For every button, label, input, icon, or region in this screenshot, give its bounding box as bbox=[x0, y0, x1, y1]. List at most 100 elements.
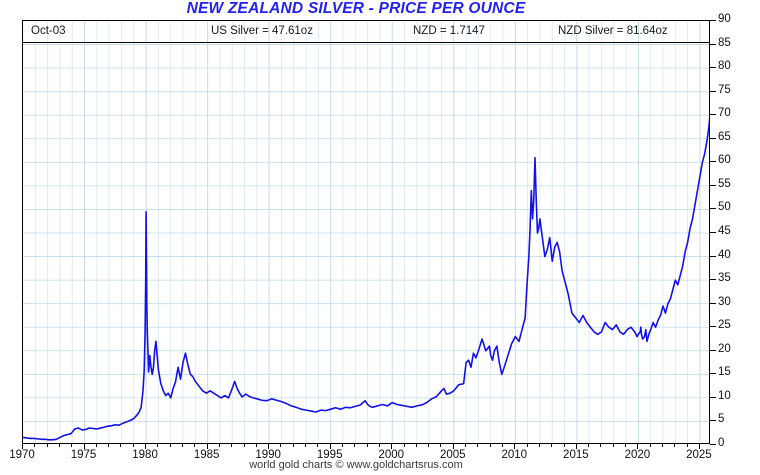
x-tick-mark-minor bbox=[108, 444, 110, 447]
y-tick-mark bbox=[710, 137, 716, 139]
x-tick-mark-minor bbox=[46, 444, 48, 447]
y-tick-mark bbox=[710, 67, 716, 69]
x-tick-mark-minor bbox=[71, 444, 73, 447]
x-tick-mark-minor bbox=[662, 444, 663, 447]
x-tick-mark-minor bbox=[440, 444, 442, 447]
y-tick-mark bbox=[710, 20, 716, 21]
x-tick-mark-minor bbox=[157, 444, 159, 447]
x-tick-mark-major bbox=[268, 444, 270, 449]
y-axis-label: 85 bbox=[718, 36, 731, 49]
x-axis-label: 1980 bbox=[132, 449, 158, 461]
x-tick-mark-minor bbox=[625, 444, 627, 447]
x-tick-mark-minor bbox=[34, 444, 36, 447]
x-tick-mark-minor bbox=[563, 444, 565, 447]
plot-area bbox=[22, 20, 710, 444]
grid-lines bbox=[23, 21, 709, 443]
y-tick-mark bbox=[710, 255, 716, 257]
x-tick-mark-minor bbox=[132, 444, 134, 447]
y-axis-label: 10 bbox=[718, 389, 731, 402]
x-tick-mark-major bbox=[206, 444, 208, 449]
y-axis-label: 0 bbox=[718, 437, 725, 449]
y-axis-label: 20 bbox=[718, 342, 731, 355]
y-tick-mark bbox=[710, 326, 716, 328]
x-tick-mark-major bbox=[575, 444, 577, 449]
x-tick-mark-minor bbox=[95, 444, 97, 447]
y-axis-label: 65 bbox=[718, 130, 731, 143]
header-info-strip: Oct-03 US Silver = 47.61oz NZD = 1.7147 … bbox=[22, 20, 710, 43]
x-axis-label: 1990 bbox=[255, 449, 281, 461]
x-tick-mark-major bbox=[22, 444, 23, 449]
x-axis-label: 2025 bbox=[686, 449, 712, 461]
y-axis-label: 50 bbox=[718, 201, 731, 214]
x-tick-mark-minor bbox=[243, 444, 245, 447]
x-tick-mark-major bbox=[514, 444, 516, 449]
x-tick-mark-minor bbox=[58, 444, 60, 447]
footer-credit: world gold charts © www.goldchartsrus.co… bbox=[249, 459, 463, 471]
x-tick-mark-minor bbox=[342, 444, 343, 447]
y-axis-label: 80 bbox=[718, 60, 731, 73]
y-axis-label: 60 bbox=[718, 154, 731, 167]
x-tick-mark-minor bbox=[428, 444, 430, 447]
price-series bbox=[23, 117, 709, 441]
series-line-nzd-silver bbox=[23, 117, 709, 441]
x-tick-mark-major bbox=[637, 444, 639, 449]
x-axis-label: 2005 bbox=[439, 449, 466, 461]
y-tick-mark bbox=[710, 114, 716, 116]
x-tick-mark-minor bbox=[612, 444, 614, 447]
y-axis-label: 70 bbox=[718, 107, 731, 120]
y-axis-label: 15 bbox=[718, 366, 731, 379]
y-tick-mark bbox=[710, 302, 716, 304]
x-tick-mark-minor bbox=[292, 444, 294, 447]
y-axis-label: 90 bbox=[718, 13, 731, 25]
x-axis-label: 2000 bbox=[378, 449, 405, 461]
y-tick-mark bbox=[710, 420, 716, 422]
x-tick-mark-minor bbox=[305, 444, 307, 447]
x-tick-mark-major bbox=[329, 444, 331, 449]
x-tick-mark-minor bbox=[649, 444, 651, 447]
x-tick-mark-minor bbox=[551, 444, 553, 447]
x-tick-mark-minor bbox=[169, 444, 171, 447]
x-tick-mark-minor bbox=[502, 444, 503, 447]
y-tick-mark bbox=[710, 349, 716, 351]
x-tick-mark-minor bbox=[600, 444, 602, 447]
x-tick-mark-minor bbox=[588, 444, 590, 447]
y-tick-mark bbox=[710, 90, 716, 92]
x-axis-label: 2020 bbox=[624, 449, 651, 461]
y-tick-mark bbox=[710, 396, 716, 398]
x-tick-mark-minor bbox=[415, 444, 417, 447]
x-tick-mark-minor bbox=[317, 444, 319, 447]
y-tick-mark bbox=[710, 373, 716, 375]
x-axis-label: 2010 bbox=[501, 449, 528, 461]
x-tick-mark-minor bbox=[120, 444, 122, 447]
header-nzd-rate: NZD = 1.7147 bbox=[413, 25, 485, 37]
x-tick-mark-major bbox=[452, 444, 454, 449]
y-tick-mark bbox=[710, 43, 716, 45]
x-tick-mark-minor bbox=[182, 444, 183, 447]
y-axis-label: 5 bbox=[718, 413, 725, 426]
x-tick-mark-minor bbox=[378, 444, 380, 447]
x-tick-mark-minor bbox=[231, 444, 233, 447]
x-axis-label: 1985 bbox=[193, 449, 220, 461]
y-tick-mark bbox=[710, 184, 716, 186]
x-tick-mark-minor bbox=[354, 444, 356, 447]
x-axis-label: 2015 bbox=[563, 449, 589, 461]
header-nzd-silver: NZD Silver = 81.64oz bbox=[558, 25, 668, 37]
header-date: Oct-03 bbox=[31, 25, 66, 37]
x-axis-label: 1975 bbox=[70, 449, 97, 461]
page-title: NEW ZEALAND SILVER - PRICE PER OUNCE bbox=[186, 0, 526, 17]
x-tick-mark-major bbox=[698, 444, 700, 449]
y-tick-mark bbox=[710, 279, 716, 281]
x-tick-mark-minor bbox=[194, 444, 196, 447]
y-axis-label: 75 bbox=[718, 83, 731, 96]
y-axis-label: 45 bbox=[718, 225, 731, 237]
x-tick-mark-minor bbox=[526, 444, 528, 447]
y-axis-label: 25 bbox=[718, 319, 731, 332]
y-tick-mark bbox=[710, 444, 716, 445]
y-tick-mark bbox=[710, 161, 716, 163]
y-axis-label: 30 bbox=[718, 295, 731, 308]
x-tick-mark-minor bbox=[477, 444, 479, 447]
y-tick-mark bbox=[710, 232, 716, 233]
x-tick-mark-minor bbox=[465, 444, 467, 447]
x-tick-mark-major bbox=[83, 444, 85, 449]
